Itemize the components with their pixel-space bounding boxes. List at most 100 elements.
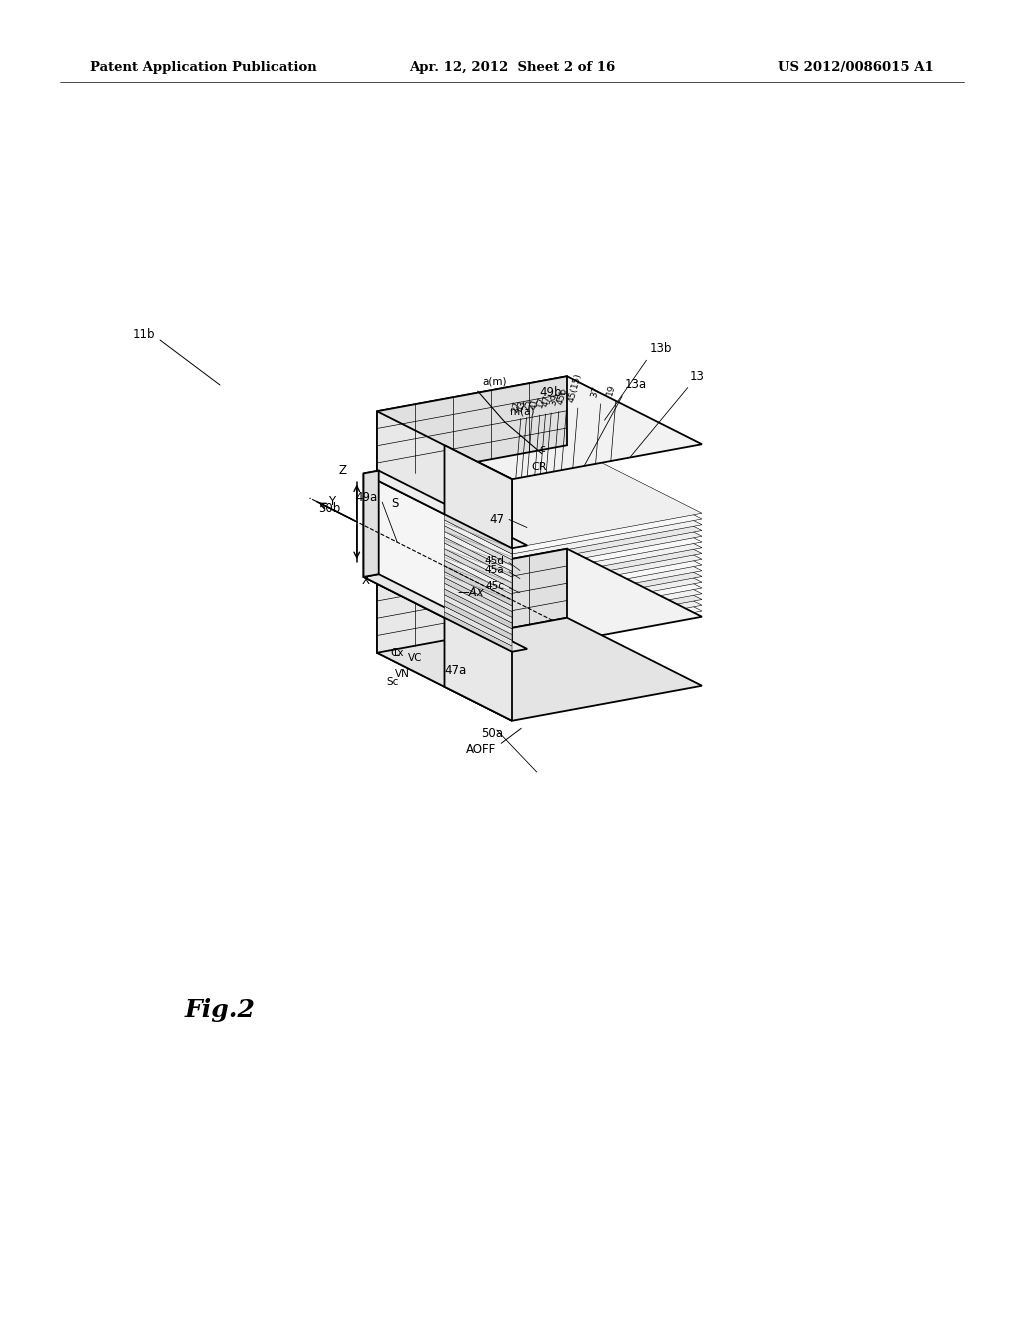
Text: 13a: 13a	[625, 378, 646, 391]
Text: Y: Y	[329, 495, 336, 508]
Polygon shape	[377, 549, 567, 653]
Text: VC: VC	[408, 653, 423, 663]
Polygon shape	[444, 589, 512, 628]
Polygon shape	[377, 520, 567, 561]
Polygon shape	[377, 525, 702, 628]
Text: 47: 47	[489, 513, 504, 525]
Polygon shape	[377, 618, 702, 721]
Polygon shape	[444, 537, 512, 577]
Text: Patent Application Publication: Patent Application Publication	[90, 62, 316, 74]
Text: Apr. 12, 2012  Sheet 2 of 16: Apr. 12, 2012 Sheet 2 of 16	[409, 62, 615, 74]
Polygon shape	[377, 462, 567, 503]
Polygon shape	[444, 572, 512, 611]
Polygon shape	[377, 479, 702, 582]
Polygon shape	[444, 578, 512, 618]
Text: 41: 41	[529, 397, 541, 411]
Text: 25: 25	[521, 399, 534, 412]
Polygon shape	[444, 515, 512, 554]
Polygon shape	[377, 451, 702, 554]
Polygon shape	[364, 471, 379, 577]
Polygon shape	[377, 525, 567, 566]
Polygon shape	[364, 474, 512, 652]
Text: US 2012/0086015 A1: US 2012/0086015 A1	[778, 62, 934, 74]
Polygon shape	[444, 606, 512, 645]
Polygon shape	[377, 376, 702, 479]
Text: 45b: 45b	[556, 387, 569, 405]
Polygon shape	[377, 508, 702, 611]
Polygon shape	[377, 532, 702, 635]
Polygon shape	[444, 618, 512, 721]
Polygon shape	[377, 457, 702, 560]
Text: 45(15): 45(15)	[567, 372, 584, 403]
Polygon shape	[377, 549, 702, 652]
Polygon shape	[377, 462, 702, 565]
Polygon shape	[444, 532, 512, 572]
Text: Sc: Sc	[387, 677, 399, 686]
Text: Cx: Cx	[390, 648, 403, 657]
Polygon shape	[377, 479, 567, 520]
Text: —Ax: —Ax	[457, 586, 483, 599]
Polygon shape	[377, 503, 702, 606]
Polygon shape	[377, 543, 702, 645]
Polygon shape	[377, 486, 567, 527]
Polygon shape	[444, 583, 512, 623]
Polygon shape	[377, 543, 567, 583]
Text: AOFF: AOFF	[466, 743, 497, 756]
Polygon shape	[377, 445, 567, 486]
Polygon shape	[364, 574, 527, 652]
Polygon shape	[444, 560, 512, 601]
Text: m(a): m(a)	[510, 407, 535, 417]
Polygon shape	[377, 469, 702, 572]
Polygon shape	[444, 566, 512, 606]
Text: X: X	[361, 574, 370, 587]
Polygon shape	[377, 474, 567, 515]
Text: 50b: 50b	[318, 502, 340, 515]
Text: 45c: 45c	[485, 581, 504, 591]
Polygon shape	[377, 508, 567, 549]
Polygon shape	[377, 474, 702, 577]
Polygon shape	[377, 412, 512, 548]
Polygon shape	[377, 520, 702, 623]
Text: Z: Z	[339, 463, 347, 477]
Text: 50a: 50a	[480, 727, 503, 741]
Polygon shape	[377, 457, 567, 498]
Polygon shape	[364, 471, 527, 548]
Text: 45d: 45d	[484, 556, 504, 565]
Polygon shape	[444, 601, 512, 640]
Polygon shape	[377, 469, 567, 510]
Text: L: L	[394, 648, 400, 657]
Text: Fig.2: Fig.2	[184, 998, 255, 1022]
Text: 37: 37	[590, 385, 601, 399]
Text: 49b: 49b	[540, 387, 562, 399]
Polygon shape	[377, 532, 567, 573]
Text: VN: VN	[395, 669, 411, 678]
Polygon shape	[444, 525, 512, 565]
Polygon shape	[377, 486, 702, 589]
Text: S: S	[392, 498, 399, 511]
Polygon shape	[444, 595, 512, 635]
Polygon shape	[444, 520, 512, 560]
Text: 39: 39	[548, 393, 560, 407]
Text: 13b: 13b	[649, 342, 672, 355]
Text: CR: CR	[531, 462, 547, 471]
Text: 47a: 47a	[444, 664, 467, 677]
Polygon shape	[377, 583, 512, 721]
Polygon shape	[444, 554, 512, 594]
Polygon shape	[377, 491, 702, 594]
Text: 11b: 11b	[132, 329, 155, 342]
Polygon shape	[377, 537, 702, 640]
Polygon shape	[377, 537, 567, 578]
Text: 17: 17	[535, 396, 547, 409]
Polygon shape	[444, 549, 512, 589]
Text: 13: 13	[690, 370, 705, 383]
Polygon shape	[444, 445, 512, 548]
Text: 19: 19	[605, 383, 616, 396]
Polygon shape	[377, 376, 567, 480]
Text: 49a: 49a	[355, 491, 377, 504]
Polygon shape	[377, 498, 567, 537]
Polygon shape	[377, 445, 702, 548]
Polygon shape	[444, 543, 512, 582]
Text: 47: 47	[541, 395, 552, 408]
Polygon shape	[377, 503, 567, 544]
Text: 27: 27	[510, 400, 522, 413]
